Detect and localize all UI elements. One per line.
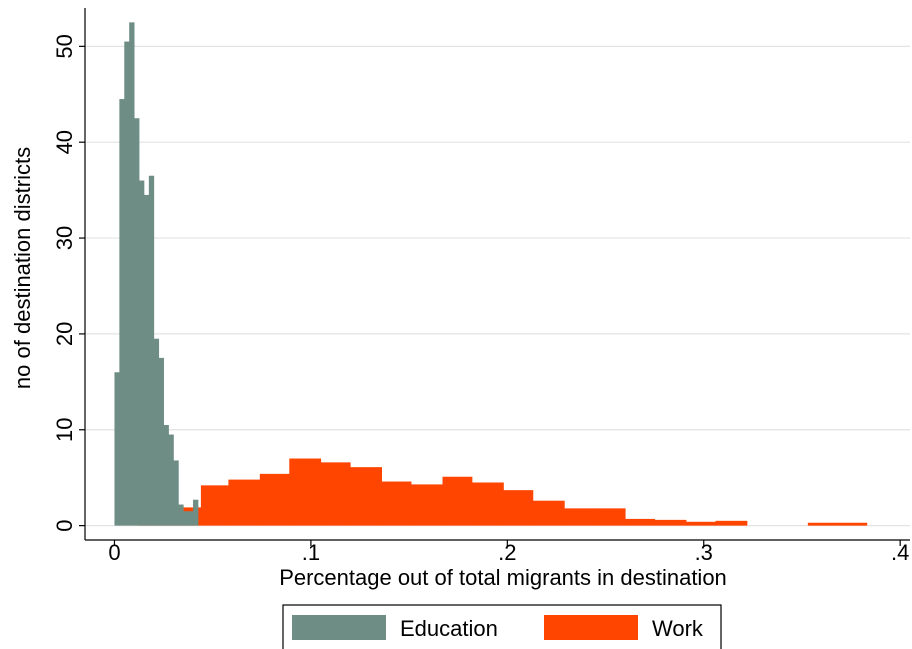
bar-work bbox=[625, 518, 656, 526]
histogram-bars bbox=[114, 22, 868, 526]
bar-work bbox=[411, 484, 443, 526]
y-axis-label: no of destination districts bbox=[10, 147, 35, 389]
gridlines bbox=[85, 45, 910, 527]
legend-label-education: Education bbox=[400, 616, 498, 641]
bar-education bbox=[158, 357, 164, 526]
bar-work bbox=[228, 479, 261, 526]
bar-work bbox=[320, 462, 351, 526]
bar-work bbox=[532, 500, 565, 526]
legend: Education Work bbox=[282, 604, 722, 649]
bar-education bbox=[153, 338, 160, 526]
bar-work bbox=[381, 481, 412, 526]
x-tick-label: 0 bbox=[108, 540, 120, 565]
bar-work bbox=[503, 490, 534, 526]
bar-work bbox=[564, 508, 595, 526]
y-tick-label: 20 bbox=[52, 322, 77, 346]
legend-swatch-education bbox=[292, 615, 386, 640]
bar-education bbox=[124, 41, 130, 526]
bar-work bbox=[837, 522, 868, 526]
bar-education bbox=[193, 499, 199, 526]
y-tick-label: 10 bbox=[52, 418, 77, 442]
x-tick-label: .1 bbox=[302, 540, 320, 565]
bar-work bbox=[654, 519, 687, 526]
y-tick-label: 50 bbox=[52, 34, 77, 58]
bar-work bbox=[442, 476, 473, 526]
bar-work bbox=[200, 485, 229, 526]
bar-education bbox=[114, 372, 120, 526]
y-tick-label: 30 bbox=[52, 226, 77, 250]
x-tick-label: .4 bbox=[891, 540, 909, 565]
axes bbox=[84, 8, 910, 541]
bar-education bbox=[173, 460, 179, 526]
x-axis-label: Percentage out of total migrants in dest… bbox=[279, 565, 727, 590]
bar-work bbox=[350, 467, 383, 526]
bar-education bbox=[119, 99, 125, 526]
tick-labels: 0 10 20 30 40 50 0 .1 .2 .3 .4 bbox=[52, 34, 909, 565]
bar-education bbox=[139, 180, 145, 526]
bar-education bbox=[168, 434, 174, 526]
bar-education bbox=[183, 511, 189, 526]
legend-label-work: Work bbox=[652, 616, 704, 641]
bar-education bbox=[163, 424, 169, 526]
bar-education bbox=[129, 22, 135, 526]
y-tick-label: 0 bbox=[52, 519, 77, 531]
bar-work bbox=[807, 522, 838, 526]
bar-work bbox=[686, 521, 716, 526]
bar-education bbox=[134, 118, 140, 526]
bar-work bbox=[715, 520, 748, 526]
bar-work bbox=[289, 458, 322, 526]
bar-work bbox=[259, 473, 290, 526]
x-tick-label: .2 bbox=[498, 540, 516, 565]
bar-education bbox=[178, 504, 184, 526]
legend-swatch-work bbox=[544, 615, 638, 640]
bar-education bbox=[143, 194, 150, 526]
bar-education bbox=[148, 175, 155, 526]
bar-education bbox=[188, 511, 194, 526]
bar-work bbox=[471, 482, 504, 526]
x-tick-label: .3 bbox=[695, 540, 713, 565]
y-tick-label: 40 bbox=[52, 130, 77, 154]
bar-work bbox=[593, 508, 626, 526]
